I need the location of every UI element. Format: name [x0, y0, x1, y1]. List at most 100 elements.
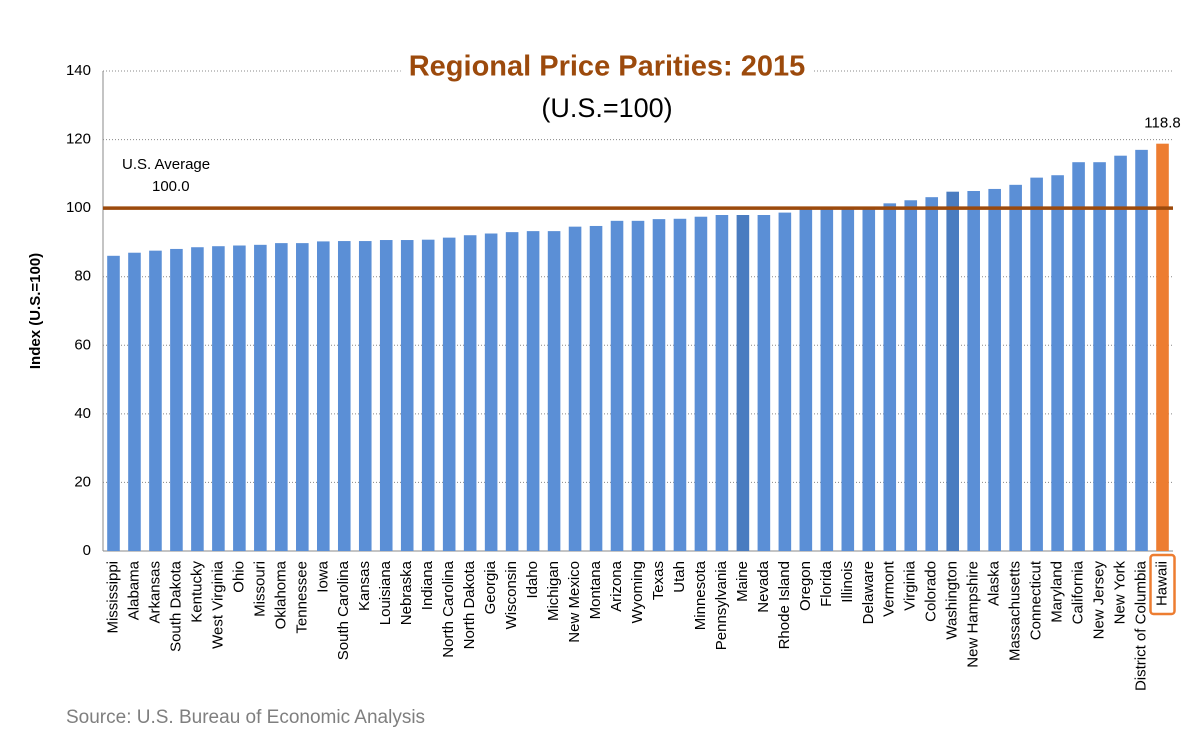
source: Source: U.S. Bureau of Economic Analysis [66, 707, 425, 728]
bar [484, 233, 498, 551]
y-tick-label: 100 [66, 199, 91, 216]
bar [107, 255, 120, 552]
highlight-box [1149, 553, 1176, 616]
y-axis-label: Index (U.S.=100) [27, 253, 44, 369]
x-tick-label: Nevada [755, 560, 772, 612]
bar [421, 239, 435, 551]
y-tick-label: 80 [74, 268, 91, 285]
x-tick-label: Utah [671, 561, 688, 593]
x-tick-label: Iowa [314, 560, 331, 592]
reference-value-label: 100.0 [152, 178, 190, 195]
x-tick-label: Pennsylvania [713, 560, 730, 650]
x-tick-label: Virginia [902, 560, 919, 610]
bar [736, 215, 750, 551]
x-tick-label: Minnesota [692, 560, 709, 630]
x-tick-label: Indiana [419, 560, 436, 610]
x-tick-label: Oregon [797, 561, 814, 611]
x-tick-label: Oklahoma [272, 560, 289, 629]
bar [862, 208, 876, 551]
bar [799, 209, 813, 551]
bar [442, 237, 456, 551]
bar [610, 220, 624, 552]
value-label: 118.8 [1144, 115, 1180, 132]
x-tick-label: Kentucky [188, 561, 205, 623]
bar [883, 203, 897, 552]
bar [757, 215, 771, 551]
x-tick-label: North Dakota [461, 560, 478, 649]
x-tick-label: Tennessee [293, 561, 310, 634]
bar [337, 241, 351, 552]
x-tick-label: Washington [944, 561, 961, 640]
bar [1051, 175, 1064, 551]
x-tick-label: Illinois [839, 561, 856, 603]
reference-name: U.S. Average [122, 156, 210, 173]
x-tick-label: New Jersey [1091, 561, 1108, 640]
title-background [400, 50, 814, 83]
y-tick-label: 60 [74, 336, 91, 353]
x-tick-label: Mississippi [104, 561, 121, 634]
bar [296, 243, 309, 551]
bar [254, 244, 267, 552]
bar [379, 240, 393, 551]
bar [212, 246, 225, 551]
x-tick-label: Montana [587, 560, 604, 619]
x-tick-label: Nebraska [398, 560, 415, 625]
bar [715, 215, 729, 551]
bar [988, 188, 1001, 551]
bar [1135, 149, 1148, 551]
x-tick-label: New Hampshire [965, 561, 982, 668]
y-tick-label: 140 [66, 62, 91, 79]
bar [1072, 162, 1085, 551]
x-tick-label: Georgia [482, 560, 499, 614]
x-tick-label: Rhode Island [776, 561, 793, 649]
bar [191, 247, 204, 551]
bar [233, 245, 246, 551]
x-tick-label: Texas [650, 561, 667, 600]
x-tick-label: District of Columbia [1132, 560, 1149, 691]
bar [547, 231, 561, 551]
bar [946, 191, 959, 551]
bar [820, 208, 834, 551]
bar [568, 226, 582, 551]
x-tick-label: Hawaii [1153, 561, 1170, 606]
x-tick-label: South Dakota [167, 560, 184, 652]
x-tick-label: West Virginia [209, 560, 226, 648]
bar [1030, 177, 1043, 551]
x-tick-label: North Carolina [440, 560, 457, 657]
x-tick-label: Alabama [125, 560, 142, 620]
bar [358, 241, 372, 552]
chart-title: Regional Price Parities: 2015 [409, 51, 806, 83]
bar [128, 252, 141, 551]
x-tick-label: Alaska [986, 560, 1003, 606]
x-tick-label: New Mexico [566, 561, 583, 643]
bar [631, 220, 645, 552]
x-tick-label: Kansas [356, 561, 373, 611]
x-tick-label: Vermont [881, 560, 898, 617]
x-tick-label: Wyoming [629, 561, 646, 623]
y-tick-label: 0 [83, 542, 91, 559]
bar [925, 197, 939, 551]
bar [652, 219, 666, 551]
x-tick-label: Maine [734, 561, 751, 602]
x-tick-label: California [1070, 560, 1087, 624]
x-tick-label: Maryland [1049, 561, 1066, 623]
y-tick-label: 20 [74, 473, 91, 490]
x-tick-label: New York [1112, 561, 1129, 625]
bar [694, 216, 708, 551]
bar [505, 232, 519, 551]
x-tick-label: Wisconsin [503, 561, 520, 629]
y-tick-label: 120 [66, 131, 91, 148]
bar [673, 218, 687, 551]
x-tick-label: Florida [818, 560, 835, 607]
bar [1009, 184, 1022, 552]
x-tick-label: Ohio [230, 561, 247, 593]
x-tick-label: Massachusetts [1007, 561, 1024, 661]
bar [170, 248, 183, 551]
bar [149, 250, 162, 551]
chart-subtitle: (U.S.=100) [541, 93, 672, 123]
bar [1156, 143, 1169, 551]
x-tick-label: Arizona [608, 560, 625, 612]
bar [400, 240, 414, 551]
bar [778, 212, 792, 551]
